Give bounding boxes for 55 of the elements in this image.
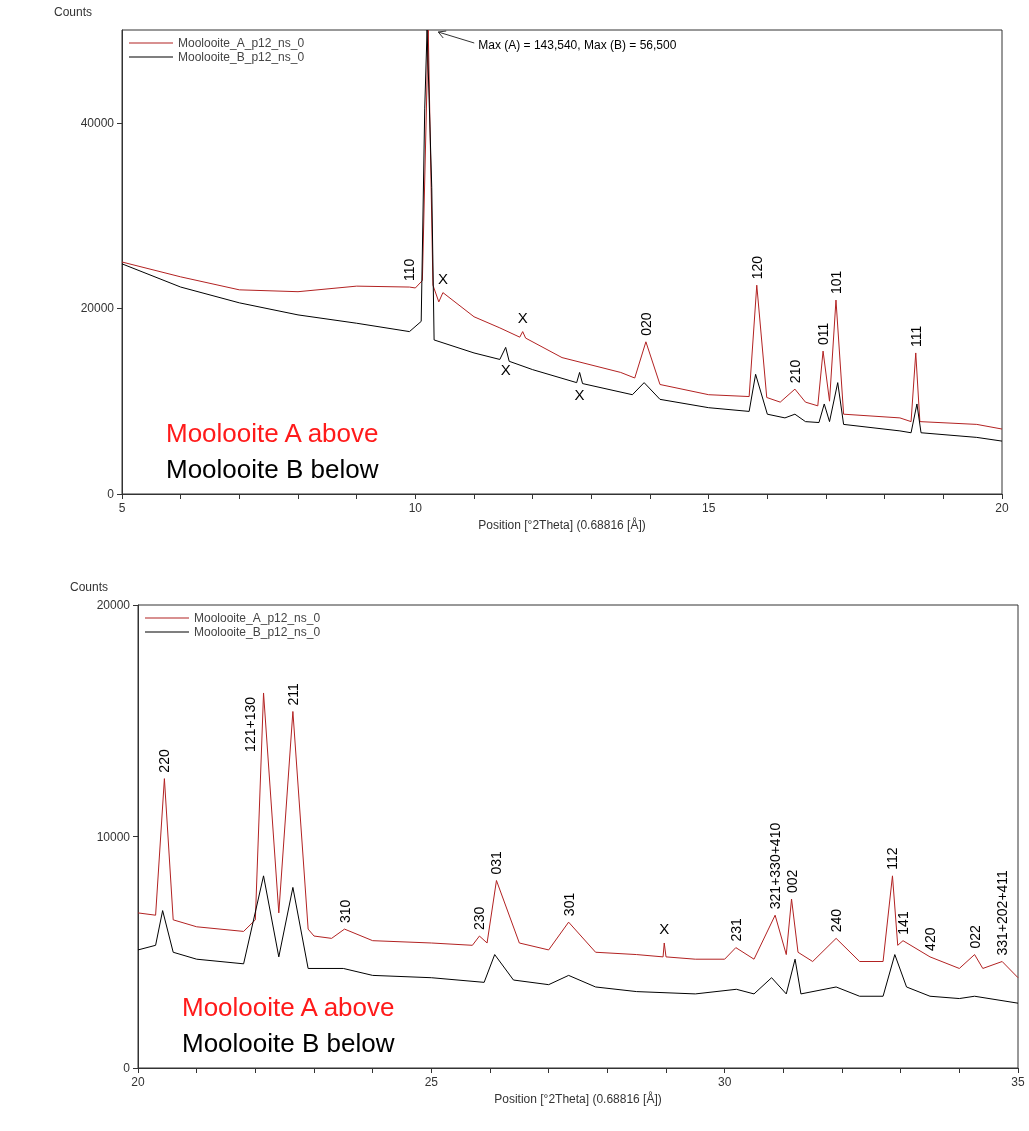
annotation: 031 <box>488 850 505 875</box>
annotation: 020 <box>637 312 654 336</box>
annotation: X <box>500 360 511 378</box>
y-tick-label: 0 <box>123 1061 131 1075</box>
x-tick-label: 20 <box>131 1075 145 1089</box>
x-tick-label: 35 <box>1011 1075 1025 1089</box>
annotation: 210 <box>786 359 803 384</box>
annotation: 301 <box>560 892 577 917</box>
y-tick-label: 10000 <box>96 829 131 844</box>
x-tick-label: 15 <box>701 501 716 515</box>
annotation: Moolooite A above <box>182 992 395 1022</box>
annotation: 121+130 <box>241 696 258 752</box>
annotation: 211 <box>284 682 301 706</box>
annotation: X <box>574 385 585 403</box>
annotation: 220 <box>156 749 173 773</box>
annotation: 120 <box>748 255 765 280</box>
annotation: 240 <box>828 908 845 933</box>
legend-label: Moolooite_A_p12_ns_0 <box>194 611 321 625</box>
annotation: 231 <box>727 918 744 942</box>
y-tick-label: 20000 <box>80 301 115 316</box>
annotation: 022 <box>966 924 983 949</box>
annotation: 420 <box>922 927 938 951</box>
annotation: 002 <box>783 869 800 894</box>
annotation: X <box>517 309 528 327</box>
y-tick-label: 0 <box>107 487 115 501</box>
legend-label: Moolooite_B_p12_ns_0 <box>194 625 321 639</box>
x-axis-title: Position [°2Theta] (0.68816 [Å]) <box>478 516 646 532</box>
legend-label: Moolooite_A_p12_ns_0 <box>178 36 305 50</box>
annotation: X <box>659 920 670 938</box>
x-axis-title: Position [°2Theta] (0.68816 [Å]) <box>494 1090 662 1106</box>
x-tick-label: 10 <box>408 501 423 515</box>
annotation: 310 <box>336 899 353 924</box>
annotation: X <box>437 270 448 288</box>
annotation: Moolooite B below <box>166 454 379 484</box>
y-axis-title: Counts <box>69 580 108 594</box>
legend-label: Moolooite_B_p12_ns_0 <box>178 50 305 64</box>
x-tick-label: 30 <box>717 1075 732 1089</box>
x-tick-label: 20 <box>995 501 1009 515</box>
y-tick-label: 40000 <box>80 115 115 130</box>
annotation: Moolooite B below <box>182 1028 395 1058</box>
annotation: 112 <box>884 847 901 870</box>
annotation: 331+202+411 <box>994 869 1011 956</box>
annotation: 011 <box>815 322 832 346</box>
annotation: 141 <box>895 911 912 935</box>
annotation: 230 <box>471 906 488 931</box>
y-tick-label: 20000 <box>96 598 131 612</box>
x-tick-label: 5 <box>118 501 126 515</box>
annotation: 111 <box>907 325 924 347</box>
annotation: 110 <box>401 258 418 282</box>
annotation: 101 <box>827 270 844 295</box>
annotation: Max (A) = 143,540, Max (B) = 56,500 <box>478 38 677 52</box>
annotation: 321+330+410 <box>767 822 784 910</box>
x-tick-label: 25 <box>424 1075 439 1089</box>
annotation: Moolooite A above <box>166 418 379 448</box>
y-axis-title: Counts <box>53 5 92 19</box>
